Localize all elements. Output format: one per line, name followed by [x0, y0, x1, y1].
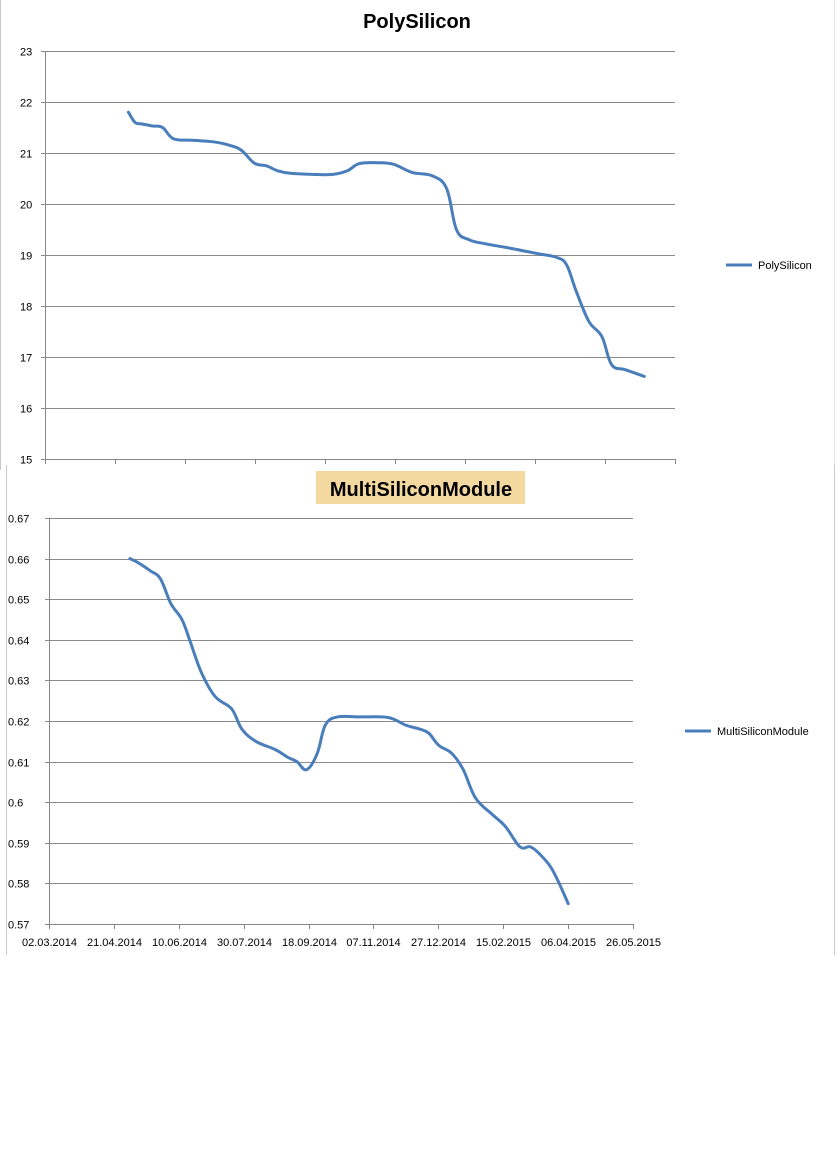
chart-title-background	[316, 471, 525, 504]
y-tick-label: 15	[20, 455, 32, 467]
y-tick-label: 21	[20, 149, 32, 161]
y-tick-labels: 0.57 0.58 0.59 0.6 0.61 0.62 0.63 0.64 0.65 0.66 0…	[8, 514, 29, 932]
x-tick-label: 07.11.2014	[346, 937, 400, 949]
multisiliconmodule-series-line	[128, 557, 570, 906]
legend: MultiSiliconModule	[685, 726, 809, 738]
x-tick-label: 18.09.2014	[282, 937, 337, 949]
x-tick-label: 30.07.2014	[217, 937, 272, 949]
y-tick-label: 23	[20, 47, 32, 59]
y-tick-label: 0.6	[8, 798, 23, 810]
y-tick-label: 0.64	[8, 636, 29, 648]
y-tick-label: 0.65	[8, 595, 29, 607]
y-tick-label: 0.61	[8, 758, 29, 770]
x-tick-label: 02.03.2014	[22, 937, 77, 949]
y-tick-label: 0.66	[8, 555, 29, 567]
legend-label: PolySilicon	[758, 260, 812, 272]
multisiliconmodule-chart: MultiSiliconModule 0.570.580.590.60.610.…	[8, 471, 809, 949]
y-tick-label: 0.67	[8, 514, 29, 526]
y-tick-label: 19	[20, 251, 32, 263]
y-tick-label: 16	[20, 404, 32, 416]
x-tick-labels: 02.03.2014 21.04.2014 10.06.2014 30.07.2014…	[22, 924, 661, 949]
y-tick-label: 18	[20, 302, 32, 314]
y-tick-label: 22	[20, 98, 32, 110]
y-tick-label: 0.59	[8, 839, 29, 851]
legend: PolySilicon	[726, 260, 812, 272]
x-tick-label: 26.05.2015	[606, 937, 661, 949]
chart-title: PolySilicon	[363, 11, 471, 33]
y-tick-label: 0.63	[8, 676, 29, 688]
y-tick-label: 0.57	[8, 920, 29, 932]
x-tick-label: 10.06.2014	[152, 937, 207, 949]
y-tick-label: 17	[20, 353, 32, 365]
x-tick-label: 27.12.2014	[411, 937, 466, 949]
polysilicon-series-line	[126, 110, 646, 378]
y-tick-label: 20	[20, 200, 32, 212]
gridlines	[41, 51, 675, 463]
y-tick-labels: 15 16 17 18 19 20 21 22 23	[20, 47, 32, 467]
y-tick-label: 0.58	[8, 879, 29, 891]
gridlines	[45, 518, 633, 928]
chart-title: MultiSiliconModule	[330, 479, 512, 501]
y-tick-label: 0.62	[8, 717, 29, 729]
x-tick-label: 06.04.2015	[541, 937, 596, 949]
x-tick-marks	[45, 459, 676, 464]
polysilicon-chart: PolySilicon 15 16 17 18 19 20 21 22 23 PolySilic…	[20, 11, 812, 467]
x-tick-label: 21.04.2014	[87, 937, 142, 949]
legend-label: MultiSiliconModule	[717, 726, 809, 738]
x-tick-label: 15.02.2015	[476, 937, 531, 949]
